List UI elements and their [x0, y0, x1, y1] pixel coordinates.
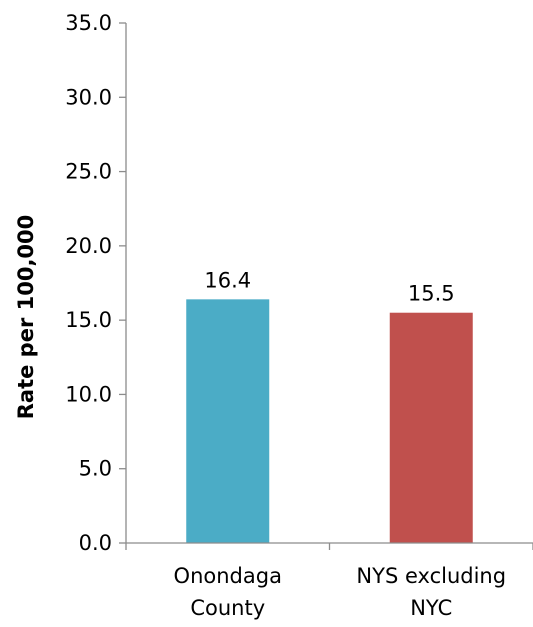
data-label: 15.5 [408, 282, 455, 306]
category-label-line: Onondaga [174, 564, 282, 588]
category-labels: Onondaga County NYS excluding NYC [174, 564, 507, 620]
category-label-line: County [190, 596, 265, 620]
y-tick-label: 0.0 [79, 531, 112, 555]
category-label: Onondaga County [174, 564, 282, 620]
category-label-line: NYC [410, 596, 452, 620]
y-tick-label: 5.0 [79, 457, 112, 481]
x-axis-ticks [125, 543, 533, 550]
category-label: NYS excluding NYC [356, 564, 506, 620]
bar [389, 312, 473, 543]
y-tick-label: 15.0 [65, 308, 112, 332]
y-tick-label: 20.0 [65, 234, 112, 258]
bars [186, 299, 473, 543]
y-tick-label: 25.0 [65, 160, 112, 184]
y-tick-label: 30.0 [65, 85, 112, 109]
category-label-line: NYS excluding [356, 564, 506, 588]
bar [186, 299, 270, 543]
y-tick-label: 35.0 [65, 11, 112, 35]
y-axis-ticks: 0.0 5.0 10.0 15.0 20.0 25.0 30.0 35.0 [65, 11, 126, 555]
y-axis-title: Rate per 100,000 [14, 215, 38, 420]
y-tick-label: 10.0 [65, 382, 112, 406]
data-labels: 16.4 15.5 [204, 268, 454, 305]
data-label: 16.4 [204, 268, 251, 292]
